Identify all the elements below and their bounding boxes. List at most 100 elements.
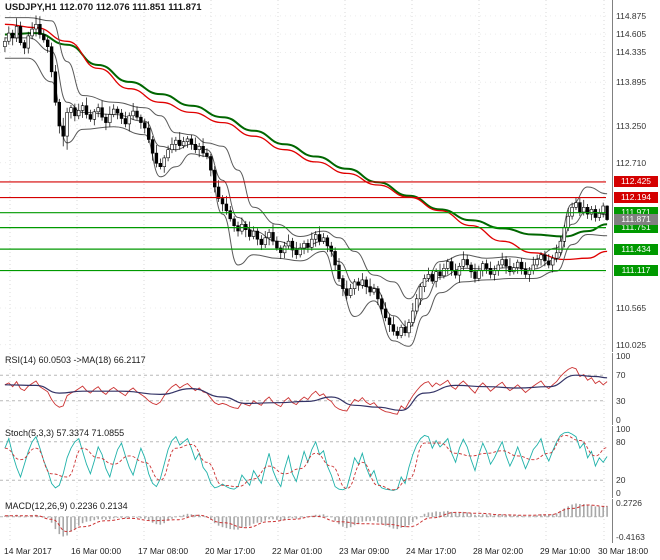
bear-candle <box>547 260 551 266</box>
bear-candle <box>593 209 598 218</box>
price-level-tag[interactable]: 111.117 <box>614 265 658 277</box>
bull-candle <box>399 326 403 336</box>
macd-hist-bar <box>136 516 138 518</box>
macd-hist-bar <box>544 514 546 517</box>
macd-hist-bar <box>462 511 465 517</box>
bull-candle <box>566 215 570 228</box>
macd-hist-bar <box>43 516 45 518</box>
macd-hist-bar <box>311 515 313 517</box>
bear-candle <box>158 163 162 168</box>
bull-candle <box>96 107 100 113</box>
axis-label: 100 <box>616 424 631 434</box>
rsi-title: RSI(14) 60.0503 ->MA(18) 66.2117 <box>5 355 146 365</box>
main-chart-plot[interactable] <box>0 0 612 352</box>
macd-signal-line <box>4 504 608 533</box>
bull-candle <box>185 138 190 142</box>
bull-candle <box>539 254 543 260</box>
macd-hist-bar <box>11 516 14 517</box>
time-axis-label: 24 Mar 17:00 <box>406 546 457 556</box>
macd-hist-bar <box>427 512 430 517</box>
macd-hist-bar <box>159 516 162 525</box>
axis-label: 114.875 <box>616 10 647 21</box>
macd-hist-bar <box>408 516 410 526</box>
bull-candle <box>313 234 318 240</box>
macd-hist-bar <box>513 515 515 517</box>
bear-candle <box>325 237 330 247</box>
bear-candle <box>449 261 454 271</box>
macd-hist-bar <box>516 515 519 517</box>
bear-candle <box>84 105 89 115</box>
bear-candle <box>18 26 23 43</box>
macd-hist-bar <box>109 516 111 520</box>
bull-candle <box>426 274 431 279</box>
time-axis-label: 20 Mar 17:00 <box>205 546 256 556</box>
rsi-axis: 100 70 30 0 <box>612 351 660 425</box>
bull-candle <box>80 105 85 111</box>
bull-candle <box>174 139 178 145</box>
bear-candle <box>224 203 229 212</box>
macd-hist-bar <box>221 516 224 528</box>
bear-candle <box>356 281 361 286</box>
bull-candle <box>251 230 256 237</box>
time-axis-label: 16 Mar 00:00 <box>71 546 122 556</box>
axis-label: 112.710 <box>616 157 647 168</box>
macd-hist-bar <box>357 516 360 524</box>
bear-candle <box>508 265 512 272</box>
bull-candle <box>589 209 594 215</box>
macd-hist-bar <box>548 514 550 517</box>
macd-hist-bar <box>598 506 601 517</box>
price-level-tag[interactable]: 111.434 <box>614 243 658 255</box>
bear-candle <box>119 112 124 119</box>
macd-hist-bar <box>470 513 472 517</box>
macd-hist-bar <box>194 514 197 517</box>
bear-candle <box>523 268 528 275</box>
bear-candle <box>605 205 609 220</box>
bear-candle <box>306 243 310 248</box>
bull-candle <box>461 259 465 267</box>
price-level-tag[interactable]: 111.751 <box>614 222 658 234</box>
macd-hist-bar <box>81 516 84 524</box>
bear-candle <box>42 34 46 41</box>
macd-hist-bar <box>276 516 278 520</box>
time-axis-label: 30 Mar 18:00 <box>598 546 649 556</box>
macd-hist-bar <box>229 516 231 530</box>
price-level-tag[interactable]: 111.971 <box>614 207 658 219</box>
bull-candle <box>442 267 446 277</box>
time-axis-label: 23 Mar 09:00 <box>339 546 390 556</box>
price-level-tag[interactable]: 112.194 <box>614 192 658 204</box>
bear-candle <box>337 264 341 279</box>
bear-candle <box>178 139 182 146</box>
price-level-tag[interactable]: 112.425 <box>614 176 658 188</box>
macd-hist-bar <box>338 516 340 525</box>
bull-candle <box>181 141 186 147</box>
macd-hist-bar <box>39 515 41 517</box>
macd-hist-bar <box>485 514 488 517</box>
macd-hist-bar <box>532 515 535 517</box>
macd-hist-bar <box>349 516 352 528</box>
rsi-plot[interactable] <box>0 353 612 425</box>
bull-candle <box>512 267 516 273</box>
macd-hist-bar <box>501 514 503 517</box>
stochastic-plot[interactable] <box>0 426 612 498</box>
bull-candle <box>34 23 38 30</box>
macd-hist-bar <box>217 516 220 526</box>
bull-candle <box>69 107 73 113</box>
macd-hist-bar <box>505 514 507 517</box>
bear-candle <box>216 186 221 199</box>
axis-label: 100 <box>616 351 631 361</box>
bull-candle <box>77 110 81 117</box>
bull-candle <box>65 112 69 137</box>
bear-candle <box>585 207 590 215</box>
bear-candle <box>147 127 151 140</box>
bear-candle <box>248 229 252 237</box>
bear-candle <box>364 279 368 287</box>
macd-hist-bar <box>260 516 263 523</box>
bull-candle <box>414 298 419 312</box>
macd-hist-bar <box>248 516 251 526</box>
macd-hist-bar <box>497 514 500 517</box>
bear-candle <box>73 107 77 117</box>
macd-hist-bar <box>268 516 270 520</box>
macd-plot[interactable] <box>0 499 612 543</box>
axis-label: 114.605 <box>616 29 647 40</box>
bull-candle <box>372 288 376 293</box>
